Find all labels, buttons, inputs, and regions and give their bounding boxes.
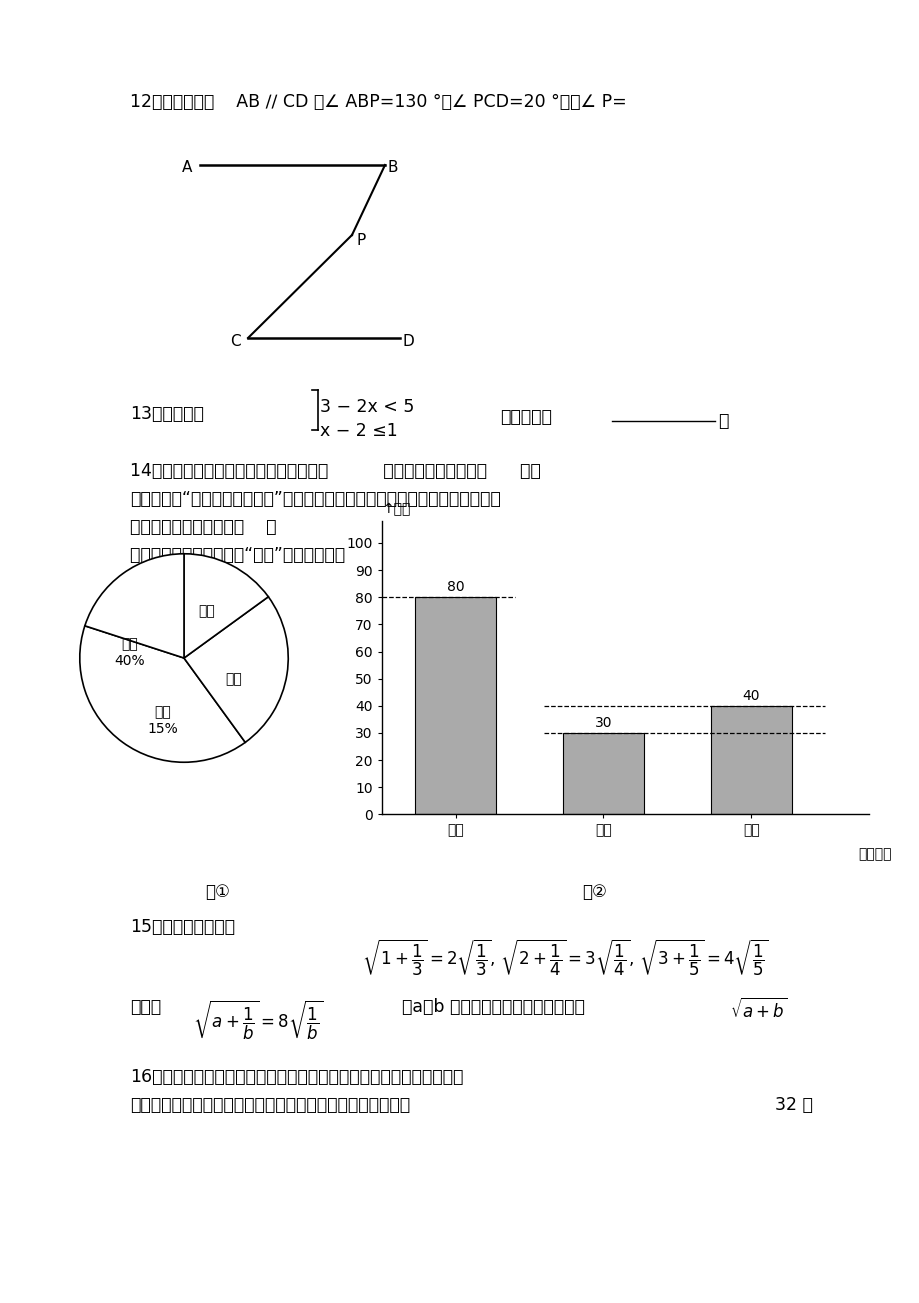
Wedge shape bbox=[184, 554, 268, 658]
Wedge shape bbox=[80, 625, 245, 762]
Text: C: C bbox=[230, 334, 241, 349]
Wedge shape bbox=[184, 597, 288, 743]
Text: 根据图中提供的信息得出“跳绳”部分学生共有          （    ）人: 根据图中提供的信息得出“跳绳”部分学生共有 （ ）人 bbox=[130, 546, 453, 564]
Text: 30: 30 bbox=[594, 717, 611, 730]
Text: 15、观察下列各式：: 15、观察下列各式： bbox=[130, 919, 234, 936]
Text: 图①: 图① bbox=[205, 883, 230, 900]
Text: P: P bbox=[357, 233, 366, 248]
Bar bbox=[709, 706, 791, 814]
Text: 13、不等式组: 13、不等式组 bbox=[130, 405, 204, 423]
Text: 的整数解是: 的整数解是 bbox=[499, 408, 551, 426]
Wedge shape bbox=[85, 554, 184, 658]
Text: 图②: 图② bbox=[582, 883, 607, 900]
Text: 了一次题为“你喜欢的体育活动”的问卷调查（每人限选一项）根据收集到的数据: 了一次题为“你喜欢的体育活动”的问卷调查（每人限选一项）根据收集到的数据 bbox=[130, 490, 500, 508]
Text: 16、同学们喜欢足球吗？足球一般是用黑白两种颜色的皮块缝制而成，: 16、同学们喜欢足球吗？足球一般是用黑白两种颜色的皮块缝制而成， bbox=[130, 1068, 463, 1085]
Text: x − 2 ≤1: x − 2 ≤1 bbox=[320, 422, 397, 440]
Text: 体育活动: 体育活动 bbox=[857, 847, 891, 861]
Text: 蹴健
15%: 蹴健 15% bbox=[148, 705, 178, 736]
Text: 如图的统计图（不完整）    ：: 如图的统计图（不完整） ： bbox=[130, 519, 277, 536]
Text: A: A bbox=[182, 160, 192, 175]
Text: $\sqrt{1+\dfrac{1}{3}}=2\sqrt{\dfrac{1}{3}}$, $\sqrt{2+\dfrac{1}{4}}=3\sqrt{\dfr: $\sqrt{1+\dfrac{1}{3}}=2\sqrt{\dfrac{1}{… bbox=[361, 937, 768, 977]
Text: 。: 。 bbox=[717, 412, 728, 430]
Text: B: B bbox=[388, 160, 398, 175]
Text: 跳绳: 跳绳 bbox=[199, 605, 215, 618]
Text: 40: 40 bbox=[742, 689, 759, 704]
Text: D: D bbox=[403, 334, 414, 349]
Text: 32 块: 32 块 bbox=[774, 1096, 812, 1114]
Text: 3 − 2x < 5: 3 − 2x < 5 bbox=[320, 397, 414, 416]
Text: 球类
40%: 球类 40% bbox=[114, 637, 145, 668]
Text: 是正五边形，白色皮块是正六边形，若一个球上共有黑白皮块: 是正五边形，白色皮块是正六边形，若一个球上共有黑白皮块 bbox=[130, 1096, 410, 1114]
Text: $\sqrt{a+b}$: $\sqrt{a+b}$ bbox=[729, 998, 787, 1022]
Text: $\sqrt{a+\dfrac{1}{b}}=8\sqrt{\dfrac{1}{b}}$: $\sqrt{a+\dfrac{1}{b}}=8\sqrt{\dfrac{1}{… bbox=[193, 998, 323, 1041]
Text: 14、某校为了丰富学生的课外体育活动，          欲增购一批体育器材，      为此: 14、某校为了丰富学生的课外体育活动， 欲增购一批体育器材， 为此 bbox=[130, 463, 540, 480]
Text: 80: 80 bbox=[447, 581, 464, 594]
Text: （a、b 为正整数）符合以上规律，则: （a、b 为正整数）符合以上规律，则 bbox=[402, 998, 584, 1016]
Bar bbox=[414, 597, 495, 814]
Text: 12、如图，已知    AB ∕∕ CD ，∠ ABP=130 °，∠ PCD=20 °，则∠ P=: 12、如图，已知 AB ∕∕ CD ，∠ ABP=130 °，∠ PCD=20 … bbox=[130, 93, 626, 111]
Text: 律，若: 律，若 bbox=[130, 998, 161, 1016]
Text: ↑人数: ↑人数 bbox=[381, 502, 410, 516]
Bar bbox=[562, 732, 643, 814]
Text: 其它: 其它 bbox=[225, 672, 242, 685]
